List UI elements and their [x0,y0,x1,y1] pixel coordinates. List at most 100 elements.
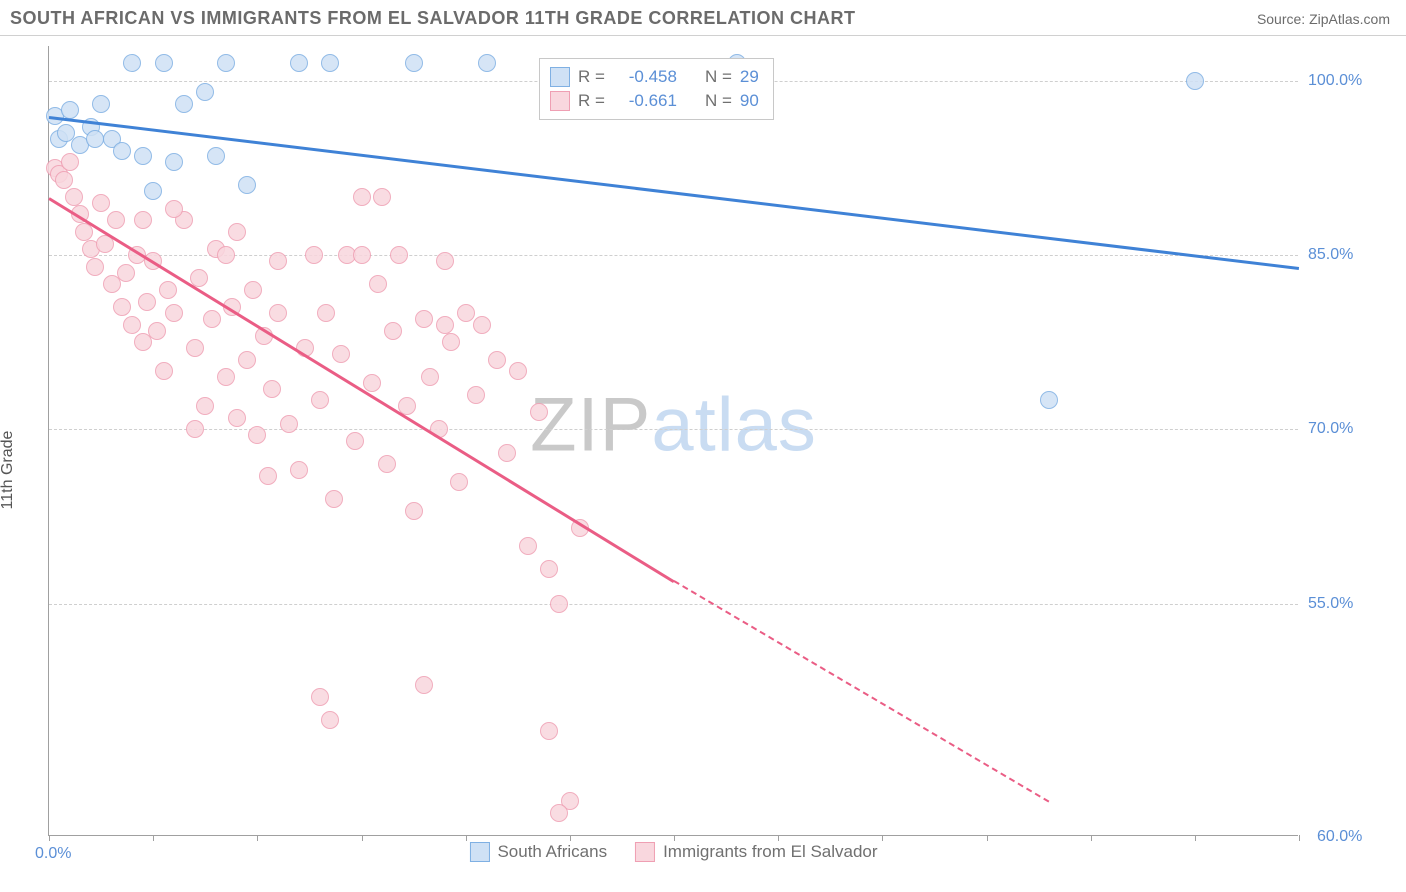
scatter-point [378,455,396,473]
scatter-point [263,380,281,398]
n-label: N = [705,67,732,87]
scatter-point [311,391,329,409]
scatter-point [217,246,235,264]
scatter-point [148,322,166,340]
chart-main: 11th Grade ZIPatlas 55.0%70.0%85.0%100.0… [0,36,1406,886]
scatter-point [436,252,454,270]
scatter-point [1186,72,1204,90]
x-tick [153,835,154,841]
chart-source: Source: ZipAtlas.com [1257,11,1390,27]
scatter-point [498,444,516,462]
scatter-point [519,537,537,555]
legend-label: South Africans [497,842,607,862]
scatter-point [123,316,141,334]
scatter-point [61,101,79,119]
scatter-point [550,804,568,822]
scatter-point [207,147,225,165]
scatter-point [369,275,387,293]
scatter-point [244,281,262,299]
scatter-point [134,147,152,165]
scatter-point [117,264,135,282]
scatter-point [363,374,381,392]
scatter-point [405,502,423,520]
r-value: -0.661 [613,91,677,111]
y-axis-label: 11th Grade [0,431,17,510]
legend-label: Immigrants from El Salvador [663,842,877,862]
x-tick [1091,835,1092,841]
gridline [49,604,1298,605]
y-tick-label: 85.0% [1308,246,1388,264]
scatter-point [123,54,141,72]
legend-swatch [550,67,570,87]
scatter-point [269,304,287,322]
scatter-point [442,333,460,351]
scatter-point [436,316,454,334]
legend-swatch [635,842,655,862]
x-tick [466,835,467,841]
watermark-left: ZIP [530,382,651,467]
series-legend-item: Immigrants from El Salvador [635,842,877,862]
scatter-point [113,298,131,316]
scatter-point [103,275,121,293]
scatter-point [353,188,371,206]
scatter-point [405,54,423,72]
scatter-point [248,426,266,444]
series-legend-item: South Africans [469,842,607,862]
x-label-start: 0.0% [35,845,71,863]
scatter-point [325,490,343,508]
scatter-point [290,54,308,72]
scatter-point [61,153,79,171]
r-label: R = [578,91,605,111]
scatter-point [305,246,323,264]
gridline [49,429,1298,430]
scatter-point [540,560,558,578]
scatter-point [478,54,496,72]
scatter-point [217,54,235,72]
scatter-point [332,345,350,363]
scatter-point [415,676,433,694]
scatter-point [473,316,491,334]
x-tick [570,835,571,841]
scatter-point [488,351,506,369]
scatter-point [269,252,287,270]
scatter-point [155,362,173,380]
scatter-point [509,362,527,380]
scatter-point [155,54,173,72]
scatter-point [55,171,73,189]
scatter-point [92,95,110,113]
gridline [49,255,1298,256]
scatter-point [450,473,468,491]
n-label: N = [705,91,732,111]
x-tick [49,835,50,841]
scatter-point [196,397,214,415]
scatter-point [134,333,152,351]
scatter-point [107,211,125,229]
series-legend: South Africans Immigrants from El Salvado… [469,842,877,862]
scatter-point [415,310,433,328]
chart-header: SOUTH AFRICAN VS IMMIGRANTS FROM EL SALV… [0,0,1406,36]
y-tick-label: 70.0% [1308,420,1388,438]
scatter-point [203,310,221,328]
scatter-point [421,368,439,386]
scatter-point [196,83,214,101]
y-tick-label: 100.0% [1308,72,1388,90]
scatter-point [540,722,558,740]
scatter-point [165,153,183,171]
trend-line [673,581,1049,803]
plot-area: ZIPatlas 55.0%70.0%85.0%100.0%0.0%60.0%R… [48,46,1298,836]
y-tick-label: 55.0% [1308,595,1388,613]
trend-line [49,116,1299,270]
x-tick [778,835,779,841]
watermark: ZIPatlas [530,381,817,468]
scatter-point [144,182,162,200]
scatter-point [186,420,204,438]
r-label: R = [578,67,605,87]
x-tick [987,835,988,841]
scatter-point [280,415,298,433]
scatter-point [353,246,371,264]
scatter-point [311,688,329,706]
n-value: 90 [740,91,759,111]
scatter-point [467,386,485,404]
scatter-point [165,200,183,218]
stats-legend: R =-0.458N =29R =-0.661N =90 [539,58,774,120]
